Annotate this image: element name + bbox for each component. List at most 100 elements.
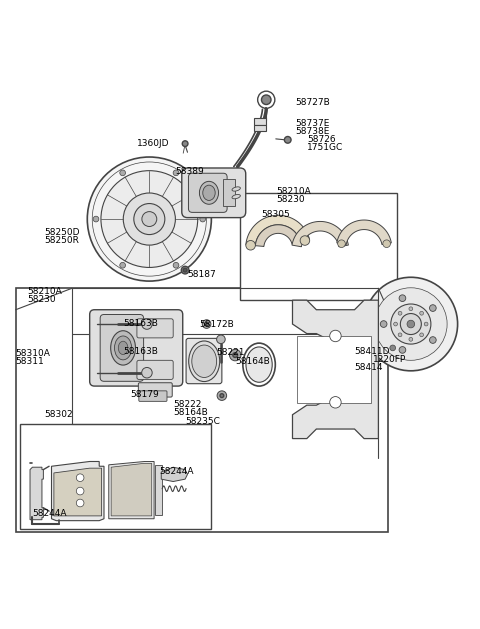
Text: 58163B: 58163B (123, 319, 158, 328)
Circle shape (76, 474, 84, 482)
Circle shape (380, 321, 387, 327)
Circle shape (181, 266, 189, 274)
Circle shape (284, 136, 291, 143)
Circle shape (330, 330, 341, 342)
FancyBboxPatch shape (189, 173, 227, 213)
Circle shape (93, 216, 99, 222)
Ellipse shape (111, 331, 135, 365)
FancyBboxPatch shape (137, 319, 173, 338)
Circle shape (390, 345, 396, 351)
Text: 58164B: 58164B (173, 408, 208, 417)
Circle shape (246, 240, 255, 250)
Text: 58179: 58179 (130, 390, 159, 399)
Circle shape (183, 268, 187, 272)
Circle shape (233, 353, 238, 357)
Circle shape (374, 288, 447, 360)
Text: 58302: 58302 (44, 410, 73, 419)
Bar (223, 179, 235, 206)
Ellipse shape (115, 336, 132, 360)
Circle shape (420, 311, 423, 315)
Text: 58726: 58726 (307, 135, 336, 144)
FancyBboxPatch shape (182, 168, 246, 218)
Text: 58311: 58311 (16, 357, 45, 366)
Polygon shape (255, 225, 300, 247)
Circle shape (202, 320, 211, 328)
FancyBboxPatch shape (100, 314, 144, 381)
Circle shape (407, 320, 415, 328)
Polygon shape (111, 464, 152, 516)
Text: 58414: 58414 (355, 364, 383, 372)
Circle shape (383, 240, 390, 248)
Polygon shape (292, 300, 378, 438)
Bar (16, 288, 388, 532)
Text: 58250D: 58250D (44, 228, 80, 237)
Polygon shape (337, 220, 391, 245)
Circle shape (399, 347, 406, 353)
Ellipse shape (192, 345, 216, 377)
Circle shape (120, 170, 125, 175)
Circle shape (182, 141, 188, 147)
Polygon shape (246, 215, 310, 246)
Ellipse shape (232, 194, 240, 199)
Circle shape (398, 333, 402, 337)
Text: 58727B: 58727B (295, 97, 330, 107)
Text: 58737E: 58737E (295, 119, 329, 128)
Text: 58230: 58230 (28, 295, 56, 304)
Text: 58222: 58222 (173, 399, 202, 409)
Circle shape (204, 322, 208, 326)
Polygon shape (54, 468, 102, 516)
Bar (155, 465, 162, 515)
Circle shape (123, 193, 175, 245)
Ellipse shape (246, 347, 272, 382)
Circle shape (134, 204, 165, 235)
FancyBboxPatch shape (186, 338, 222, 384)
Polygon shape (51, 462, 104, 521)
Circle shape (400, 313, 421, 335)
Text: 58389: 58389 (176, 167, 204, 176)
Ellipse shape (203, 185, 215, 201)
Text: 58235C: 58235C (185, 417, 220, 426)
Text: 58164B: 58164B (235, 357, 270, 366)
Text: 58310A: 58310A (16, 349, 50, 358)
Ellipse shape (199, 181, 218, 204)
Circle shape (364, 277, 457, 371)
Text: 58244A: 58244A (159, 467, 193, 476)
Text: 58210A: 58210A (28, 287, 62, 296)
Text: 1220FP: 1220FP (372, 355, 406, 364)
Polygon shape (30, 467, 43, 520)
Text: 58230: 58230 (276, 194, 304, 204)
Circle shape (173, 262, 179, 268)
Circle shape (101, 170, 198, 267)
Circle shape (142, 367, 152, 378)
Circle shape (398, 311, 402, 315)
Bar (297, 336, 371, 403)
Circle shape (220, 394, 224, 398)
Circle shape (76, 499, 84, 507)
Circle shape (142, 211, 157, 226)
Polygon shape (161, 467, 188, 482)
Circle shape (409, 307, 413, 311)
Circle shape (391, 304, 431, 344)
Text: 58250R: 58250R (44, 235, 79, 245)
Circle shape (424, 322, 428, 326)
Bar (254, 118, 266, 125)
Text: 58172B: 58172B (199, 320, 234, 328)
Circle shape (87, 157, 211, 281)
Circle shape (420, 333, 423, 337)
FancyBboxPatch shape (90, 309, 183, 386)
Polygon shape (292, 221, 348, 247)
Circle shape (216, 335, 225, 343)
Text: 58305: 58305 (262, 210, 290, 219)
Polygon shape (109, 462, 154, 519)
Circle shape (217, 391, 227, 401)
FancyBboxPatch shape (139, 391, 167, 401)
Circle shape (142, 319, 152, 330)
Ellipse shape (189, 341, 220, 382)
Text: 58411D: 58411D (355, 347, 390, 356)
Text: 58244A: 58244A (33, 509, 67, 518)
Bar (240, 193, 397, 300)
FancyBboxPatch shape (138, 382, 172, 397)
Circle shape (173, 170, 179, 175)
Circle shape (430, 304, 436, 311)
Ellipse shape (118, 341, 128, 355)
